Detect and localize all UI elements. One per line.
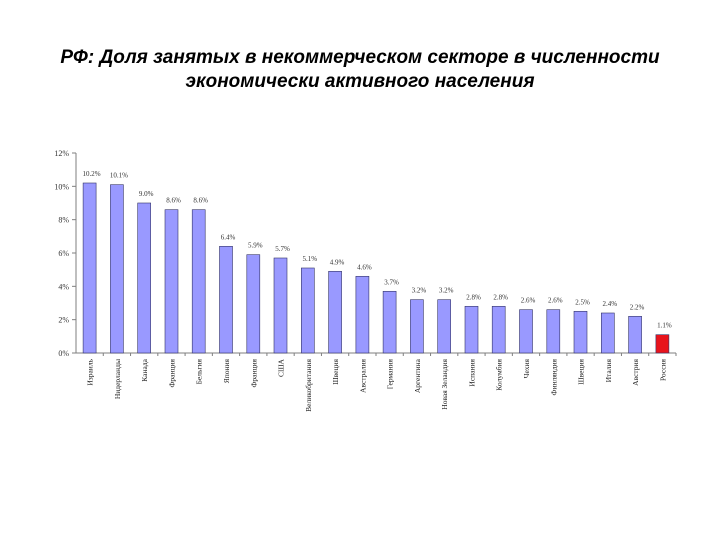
bar <box>382 290 397 354</box>
x-tick-label: Израиль <box>86 358 95 385</box>
y-tick-label: 4% <box>58 282 69 291</box>
chart-title-line-1: РФ: Доля занятых в некоммерческом сектор… <box>60 47 660 68</box>
data-label: 3.7% <box>384 278 399 286</box>
x-tick-label: Финляндия <box>549 358 558 395</box>
data-label: 4.9% <box>330 258 345 266</box>
x-tick-label: Италия <box>604 358 613 382</box>
x-tick-label: Австрия <box>631 358 640 385</box>
x-tick-label: Канада <box>140 358 149 381</box>
x-tick-label: Япония <box>222 358 231 383</box>
x-tick-label: Великобритания <box>304 358 313 411</box>
bar <box>655 334 670 354</box>
bar <box>137 202 151 354</box>
bar <box>191 209 206 354</box>
y-tick-label: 10% <box>54 182 69 191</box>
data-label: 2.6% <box>521 297 536 305</box>
data-label: 10.1% <box>110 172 128 180</box>
data-label: 2.8% <box>493 293 508 301</box>
data-label: 5.1% <box>303 255 318 263</box>
data-label: 5.9% <box>248 242 263 250</box>
x-tick-label: Новая Зеландия <box>440 358 449 409</box>
data-label: 3.2% <box>412 287 427 295</box>
data-label: 2.5% <box>575 298 590 306</box>
data-label: 8.6% <box>193 197 208 205</box>
bar <box>219 246 233 354</box>
bar <box>82 182 97 354</box>
x-tick-label: Швеция <box>331 358 340 384</box>
chart-title-line-2: экономически активного населения <box>185 71 535 92</box>
bar <box>573 310 588 354</box>
x-tick-label: Бельгия <box>195 358 204 384</box>
bar <box>600 312 615 354</box>
x-tick-label: Россия <box>658 358 667 381</box>
data-label: 9.0% <box>139 190 154 198</box>
bar <box>328 270 342 354</box>
data-label: 2.8% <box>466 293 481 301</box>
x-tick-label: США <box>277 358 286 377</box>
data-label: 8.6% <box>166 197 181 205</box>
bar <box>246 254 261 354</box>
data-label: 10.2% <box>83 170 101 178</box>
data-label: 3.2% <box>439 287 454 295</box>
y-tick-label: 0% <box>58 349 69 358</box>
bar <box>437 299 452 354</box>
chart-title: РФ: Доля занятых в некоммерческом сектор… <box>20 46 700 94</box>
y-tick-label: 12% <box>54 149 69 158</box>
x-tick-label: Германия <box>386 358 395 389</box>
bar <box>300 267 315 354</box>
data-label: 2.2% <box>630 303 645 311</box>
bar <box>464 305 479 354</box>
x-tick-label: Чехия <box>522 358 531 378</box>
y-tick-label: 6% <box>58 249 69 258</box>
x-tick-label: Нидерланды <box>113 359 122 399</box>
bar <box>491 305 506 354</box>
bar <box>355 275 370 354</box>
x-tick-label: Испания <box>467 358 476 386</box>
y-tick-label: 8% <box>58 216 69 225</box>
data-label: 6.4% <box>221 233 236 241</box>
y-tick-label: 2% <box>58 316 69 325</box>
bar <box>628 315 642 354</box>
data-label: 2.4% <box>603 300 618 308</box>
bar <box>110 184 124 354</box>
bar <box>410 299 424 354</box>
x-tick-label: Аргентина <box>413 358 422 393</box>
x-tick-label: Колумбия <box>495 358 504 390</box>
bar <box>546 309 561 354</box>
x-tick-label: Франция <box>167 358 176 387</box>
bar <box>519 309 533 354</box>
data-label: 2.6% <box>548 297 563 305</box>
data-label: 5.7% <box>275 245 290 253</box>
data-label: 1.1% <box>657 322 672 330</box>
data-label: 4.6% <box>357 263 372 271</box>
bar <box>273 257 288 354</box>
bar <box>164 209 179 354</box>
x-tick-label: Швеция <box>577 358 586 384</box>
x-tick-label: Франция <box>249 358 258 387</box>
x-tick-label: Австралия <box>358 358 367 393</box>
